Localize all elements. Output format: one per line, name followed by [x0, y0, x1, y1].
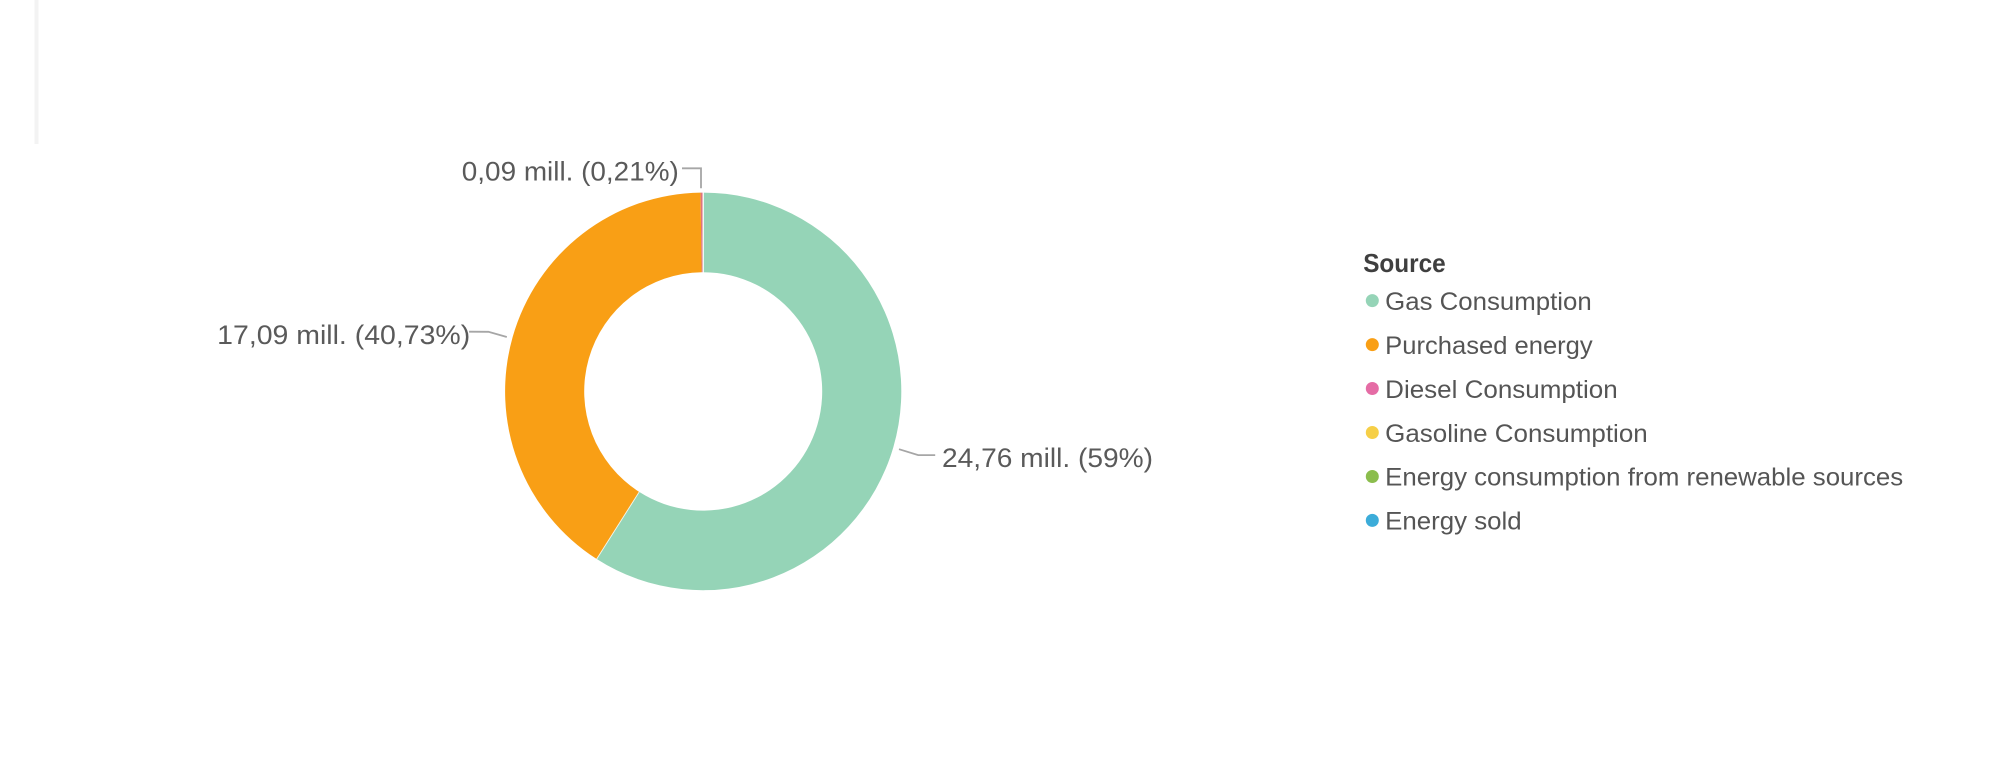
- svg-text:0,09 mill. (0,21%): 0,09 mill. (0,21%): [462, 157, 679, 187]
- svg-text:Diesel Consumption: Diesel Consumption: [1385, 376, 1618, 404]
- svg-text:Energy sold: Energy sold: [1385, 508, 1522, 536]
- svg-text:Gasoline Consumption: Gasoline Consumption: [1385, 420, 1648, 448]
- svg-text:Gas Consumption: Gas Consumption: [1385, 288, 1592, 316]
- svg-text:Energy consumption from renewa: Energy consumption from renewable source…: [1385, 464, 1903, 492]
- svg-text:Purchased energy: Purchased energy: [1385, 332, 1593, 360]
- svg-text:Source: Source: [1363, 248, 1446, 278]
- svg-text:17,09 mill. (40,73%): 17,09 mill. (40,73%): [217, 320, 470, 350]
- svg-text:24,76 mill. (59%): 24,76 mill. (59%): [942, 443, 1153, 473]
